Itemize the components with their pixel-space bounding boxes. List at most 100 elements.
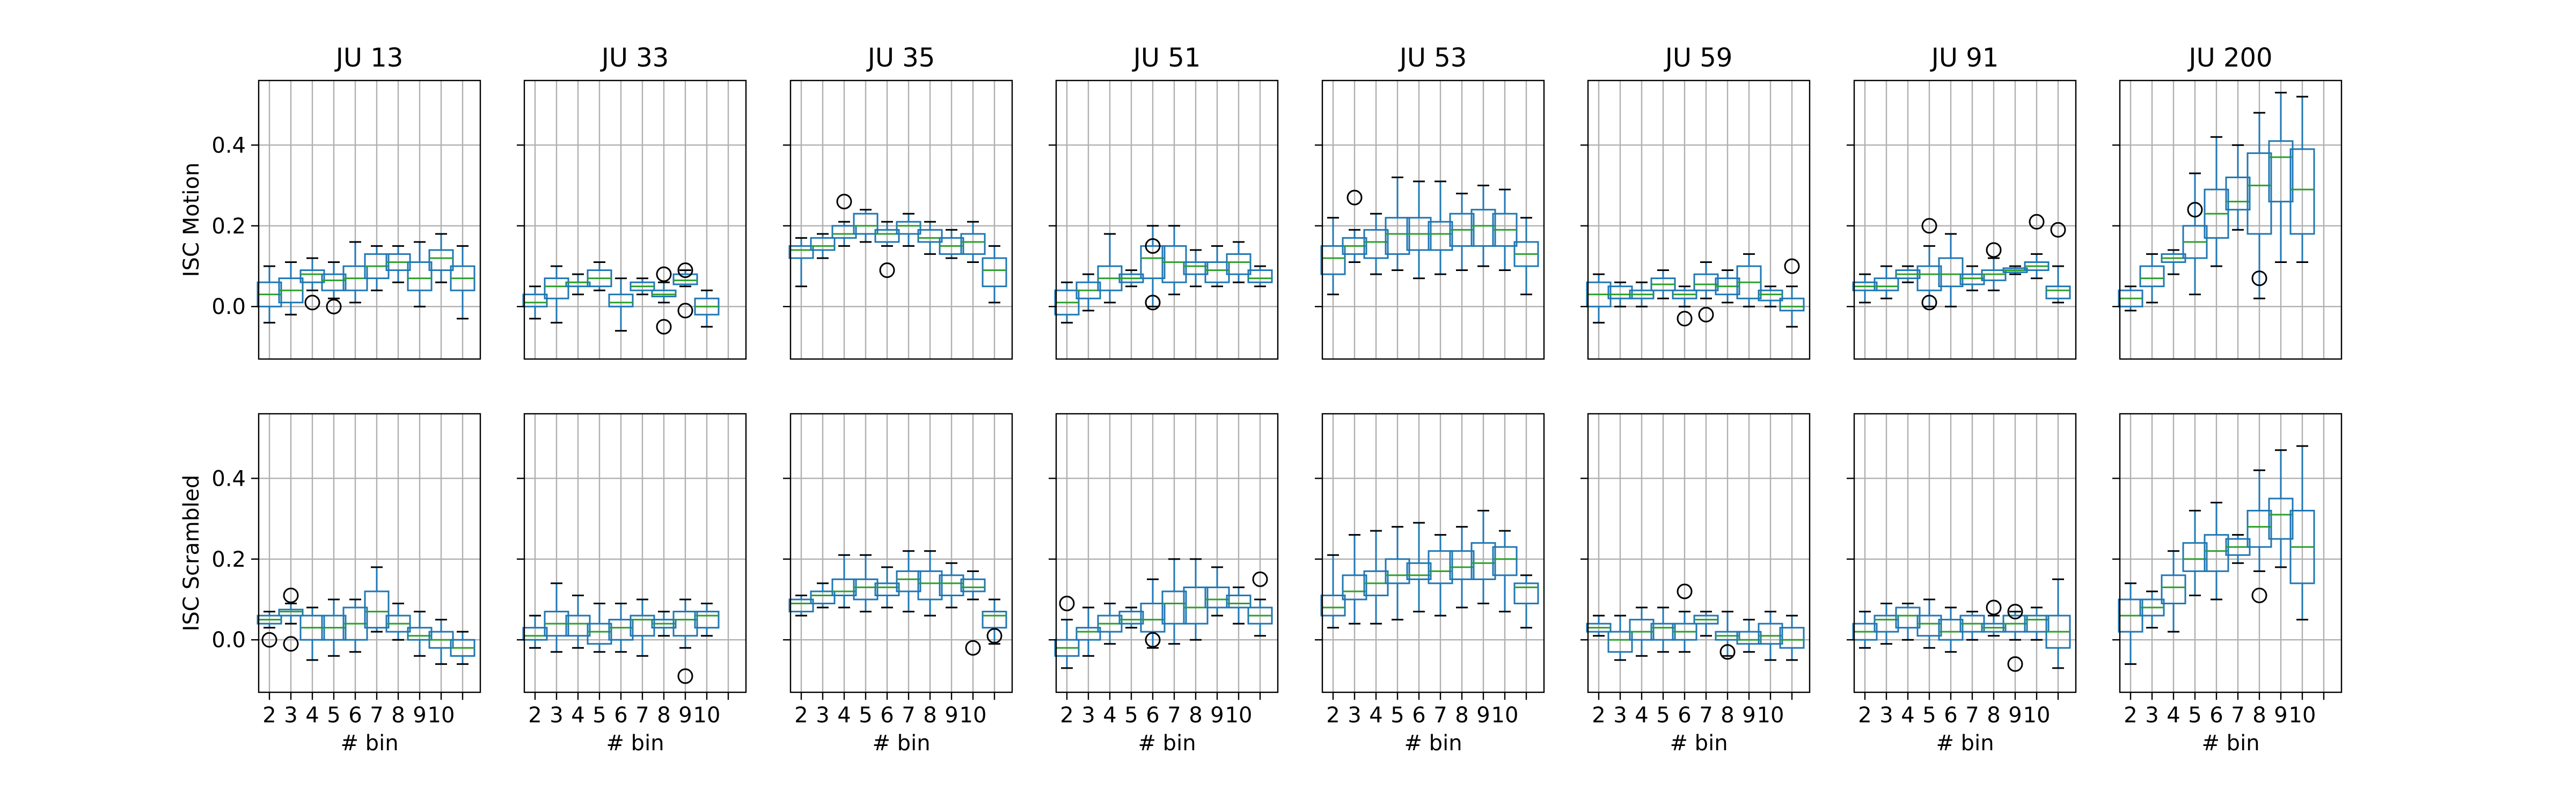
y-axis-label: ISC Motion (179, 163, 204, 277)
x-tick-label: 8 (923, 703, 936, 728)
box-iqr (1320, 594, 1346, 617)
x-tick-label: 4 (1901, 703, 1914, 728)
outlier-point (677, 303, 693, 319)
box-iqr (1693, 273, 1719, 291)
x-tick-label: 8 (1189, 703, 1202, 728)
box-iqr (672, 273, 698, 286)
x-tick-label: 6 (1412, 703, 1425, 728)
box-iqr (917, 570, 943, 601)
y-tick-label: 0.4 (211, 466, 246, 491)
box-iqr (1629, 619, 1655, 641)
box-iqr (853, 578, 879, 601)
x-axis-label: # bin (340, 731, 398, 756)
subplot-title: JU 91 (1930, 43, 1999, 73)
x-tick-label: 10 (428, 703, 455, 728)
x-tick-label: 7 (2231, 703, 2244, 728)
axes-frame (1853, 79, 2077, 360)
x-tick-label: 2 (262, 703, 276, 728)
outlier-point (1698, 306, 1714, 323)
box-iqr (565, 614, 591, 637)
x-tick-label: 10 (960, 703, 987, 728)
box-iqr (2225, 177, 2251, 211)
box-iqr (1916, 265, 1942, 291)
box-iqr (1513, 582, 1539, 605)
x-tick-label: 8 (1455, 703, 1468, 728)
box-iqr (1183, 261, 1209, 275)
outlier-point (656, 266, 672, 282)
box-iqr (1385, 558, 1410, 584)
outlier-point (1346, 189, 1363, 206)
box-iqr (407, 627, 433, 641)
x-axis-label: # bin (872, 731, 930, 756)
box-iqr (544, 277, 569, 299)
x-tick-label: 7 (635, 703, 649, 728)
box-iqr (1758, 623, 1783, 645)
outlier-point (677, 262, 693, 279)
outlier-point (1677, 583, 1693, 599)
x-tick-label: 6 (348, 703, 362, 728)
box-iqr (1938, 257, 1964, 288)
x-tick-label: 10 (1491, 703, 1519, 728)
box-iqr (1916, 614, 1942, 637)
box-iqr (1428, 221, 1453, 251)
outlier-point (1252, 571, 1268, 587)
axes-frame (523, 413, 747, 693)
x-tick-label: 5 (2188, 703, 2201, 728)
x-axis-label: # bin (1404, 731, 1462, 756)
box-iqr (630, 614, 655, 637)
box-iqr (1075, 627, 1101, 641)
box-iqr (1938, 619, 1964, 641)
x-tick-label: 7 (1965, 703, 1979, 728)
box-iqr (2045, 286, 2071, 299)
x-axis-label: # bin (2201, 731, 2259, 756)
x-tick-label: 10 (2023, 703, 2051, 728)
outlier-point (1986, 599, 2002, 616)
x-tick-label: 9 (2008, 703, 2022, 728)
box-iqr (2182, 542, 2208, 572)
x-tick-label: 9 (413, 703, 426, 728)
box-iqr (694, 611, 720, 629)
x-tick-label: 9 (945, 703, 958, 728)
outlier-point (2251, 270, 2267, 287)
box-iqr (1161, 245, 1187, 283)
outlier-point (986, 628, 1002, 644)
outlier-point (1145, 238, 1161, 254)
box-iqr (278, 609, 304, 617)
box-iqr (672, 611, 698, 637)
box-iqr (917, 229, 943, 243)
x-tick-label: 6 (1944, 703, 1957, 728)
x-tick-label: 7 (370, 703, 383, 728)
x-tick-label: 3 (284, 703, 297, 728)
box-iqr (651, 289, 677, 297)
box-iqr (1204, 261, 1230, 283)
outlier-point (1677, 311, 1693, 327)
outlier-point (1784, 258, 1800, 274)
box-iqr (2024, 614, 2050, 633)
box-iqr (1363, 229, 1389, 259)
outlier-point (2007, 604, 2023, 620)
x-tick-label: 9 (2274, 703, 2287, 728)
box-iqr (874, 229, 900, 243)
x-tick-label: 7 (1167, 703, 1181, 728)
x-tick-label: 3 (1879, 703, 1893, 728)
x-tick-label: 2 (1592, 703, 1605, 728)
axes-frame (1321, 79, 1545, 360)
box-iqr (428, 249, 454, 272)
x-tick-label: 3 (2145, 703, 2158, 728)
x-tick-label: 4 (305, 703, 319, 728)
x-tick-label: 4 (571, 703, 584, 728)
x-tick-label: 7 (1699, 703, 1713, 728)
box-iqr (831, 225, 857, 239)
box-iqr (982, 611, 1007, 629)
outlier-point (1921, 218, 1937, 234)
outlier-point (879, 262, 895, 279)
box-iqr (522, 627, 548, 641)
x-tick-label: 9 (1210, 703, 1224, 728)
box-iqr (788, 598, 814, 613)
outlier-point (1986, 242, 2002, 258)
x-tick-label: 4 (837, 703, 851, 728)
outlier-point (283, 636, 299, 652)
x-tick-label: 8 (391, 703, 405, 728)
x-tick-label: 5 (1922, 703, 1936, 728)
box-iqr (2246, 510, 2272, 548)
